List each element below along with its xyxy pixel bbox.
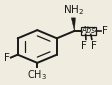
Text: NH$_2$: NH$_2$ — [63, 3, 84, 17]
Text: F: F — [81, 41, 86, 51]
Text: F: F — [4, 53, 10, 63]
Polygon shape — [71, 18, 75, 31]
Text: CH$_3$: CH$_3$ — [27, 68, 47, 82]
Text: F: F — [90, 41, 96, 51]
Text: F: F — [101, 26, 107, 36]
Text: Abs: Abs — [81, 26, 95, 35]
FancyBboxPatch shape — [80, 27, 95, 35]
